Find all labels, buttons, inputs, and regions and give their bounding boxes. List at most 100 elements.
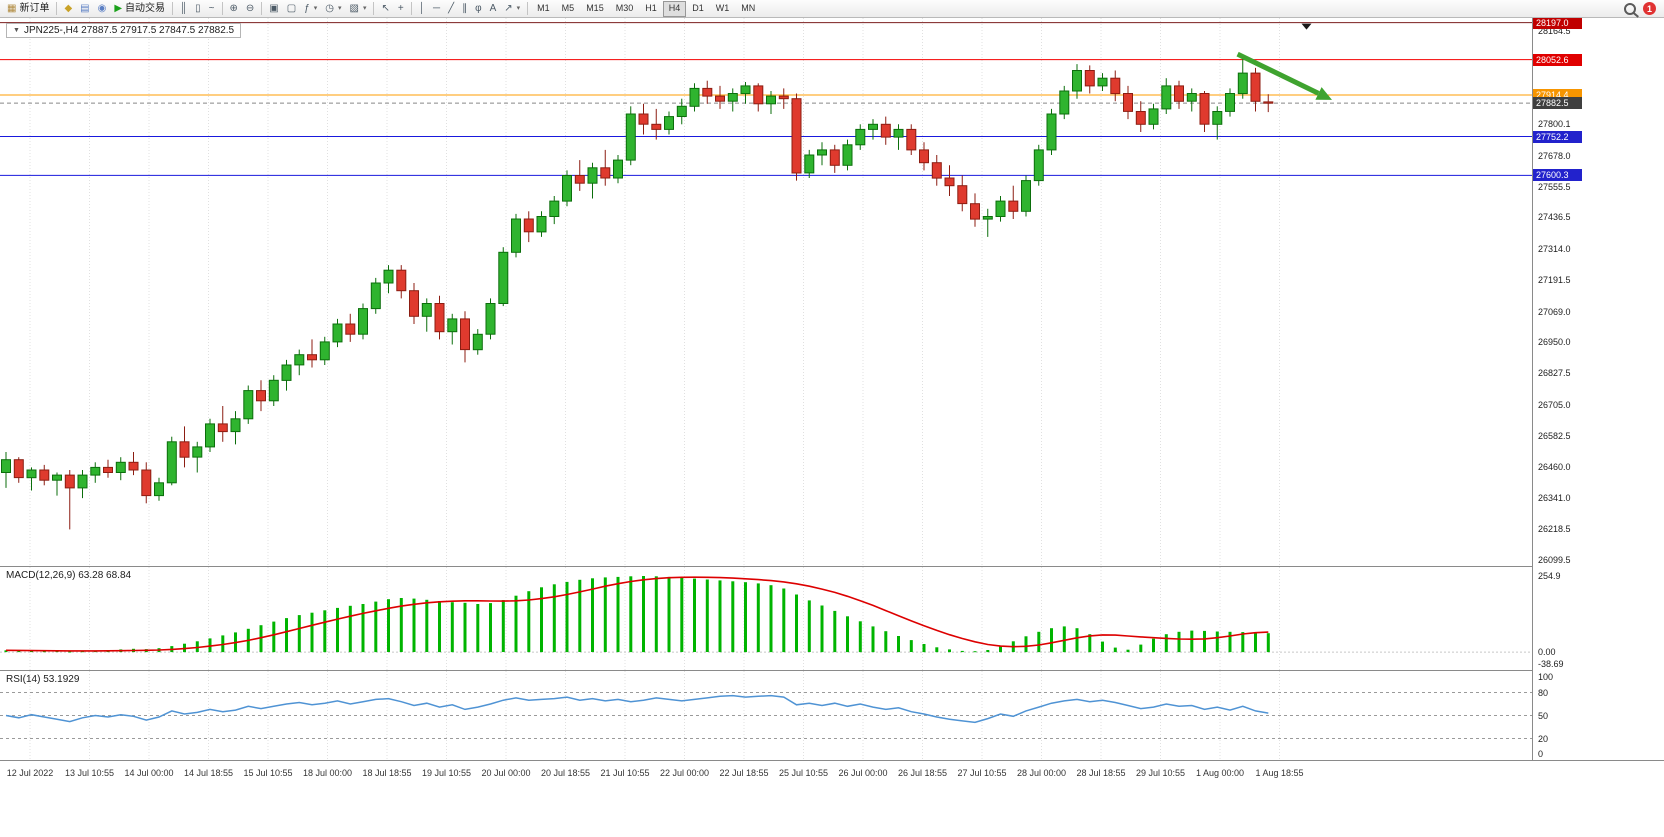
macd-histogram-bar: [1101, 641, 1104, 652]
navigator-button[interactable]: ◉: [94, 1, 111, 17]
templates-button[interactable]: ▧ ▾: [346, 1, 371, 17]
tf-m15-button[interactable]: M15: [580, 1, 610, 17]
market-watch-button[interactable]: ◆: [60, 1, 76, 17]
bar-chart-button[interactable]: ║: [176, 1, 191, 17]
tf-h1-button[interactable]: H1: [639, 1, 663, 17]
price-axis-label: 27436.5: [1538, 212, 1571, 223]
bullish-candle: [1033, 149, 1044, 182]
rsi-axis-label: 50: [1538, 710, 1549, 721]
tf-h1-label: H1: [645, 3, 657, 13]
tf-m15-label: M15: [586, 3, 604, 13]
crosshair-button[interactable]: +: [394, 1, 408, 17]
tile-windows-button[interactable]: ▣: [265, 1, 282, 17]
panel-divider[interactable]: [0, 670, 1664, 671]
price-axis-label: 26827.5: [1538, 368, 1571, 379]
macd-canvas[interactable]: [0, 567, 1532, 670]
bullish-candle: [1186, 93, 1197, 102]
tf-m30-button[interactable]: M30: [610, 1, 640, 17]
tf-m5-button[interactable]: M5: [556, 1, 581, 17]
macd-histogram-bar: [1024, 636, 1028, 653]
macd-histogram-bar: [667, 576, 671, 653]
notification-badge[interactable]: 1: [1643, 2, 1656, 15]
text-button[interactable]: A: [486, 1, 501, 17]
price-marker-triangle[interactable]: [1301, 23, 1312, 30]
panel-divider[interactable]: [0, 566, 1664, 567]
macd-signal-line: [5, 576, 1269, 652]
tf-mn-button[interactable]: MN: [735, 1, 761, 17]
channel-button[interactable]: ∥: [458, 1, 471, 17]
bearish-candle: [651, 123, 662, 130]
zoom-out-button[interactable]: ⊖: [242, 1, 258, 17]
macd-histogram-bar: [718, 580, 722, 653]
macd-histogram-bar: [565, 581, 569, 653]
price-axis-label: 26705.0: [1538, 399, 1571, 410]
arrows-button[interactable]: ↗ ▾: [500, 1, 524, 17]
macd-histogram-bar: [629, 576, 633, 653]
vertical-line-button[interactable]: │: [415, 1, 429, 17]
tf-m1-button[interactable]: M1: [531, 1, 556, 17]
periods-button[interactable]: ◷ ▾: [321, 1, 345, 17]
tf-h4-label: H4: [668, 3, 681, 13]
macd-histogram-bar: [1126, 649, 1130, 653]
bearish-candle: [715, 95, 725, 102]
data-window-button[interactable]: ▤: [76, 1, 93, 17]
macd-histogram-bar: [527, 591, 531, 653]
trendline-button[interactable]: ╱: [444, 1, 458, 17]
rsi-indicator-panel[interactable]: [0, 671, 1532, 760]
tf-w1-button[interactable]: W1: [710, 1, 736, 17]
time-axis[interactable]: 12 Jul 2022 13 Jul 10:55 14 Jul 00:00 14 Ju…: [0, 760, 1664, 837]
macd-histogram-bar: [501, 600, 505, 652]
arrows-icon: ↗: [504, 2, 513, 14]
rsi-axis-label: 100: [1538, 672, 1554, 683]
time-axis-label: 29 Jul 10:55: [1135, 768, 1186, 778]
macd-histogram-bar: [999, 646, 1002, 653]
bearish-candle: [13, 459, 24, 479]
horizontal-line-button[interactable]: ─: [429, 1, 444, 17]
toolbar-separator: [261, 2, 263, 15]
bullish-candle: [893, 128, 904, 138]
line-chart-button[interactable]: ~: [205, 1, 219, 17]
macd-histogram-bar: [17, 650, 21, 653]
bearish-candle: [523, 218, 534, 233]
search-icon[interactable]: [1624, 2, 1636, 15]
bearish-candle: [409, 290, 419, 317]
bearish-candle: [702, 87, 713, 97]
price-axis-label: 26099.5: [1538, 554, 1571, 565]
macd-histogram-bar: [1113, 647, 1117, 653]
auto-trading-button[interactable]: ▶ 自动交易: [110, 1, 169, 17]
time-axis-label: 26 Jul 00:00: [838, 768, 888, 778]
time-axis-label: 15 Jul 10:55: [243, 768, 293, 778]
rsi-canvas[interactable]: [0, 671, 1532, 760]
macd-histogram-bar: [297, 615, 301, 653]
cascade-windows-button[interactable]: ▢: [283, 1, 300, 17]
bullish-candle: [332, 323, 343, 343]
macd-histogram-bar: [259, 625, 263, 653]
zoom-in-button[interactable]: ⊕: [226, 1, 242, 17]
toolbar-separator: [373, 2, 375, 15]
macd-indicator-panel[interactable]: [0, 567, 1532, 670]
collapse-chart-icon[interactable]: ▼: [13, 27, 20, 34]
fibonacci-button[interactable]: φ: [471, 1, 485, 17]
text-icon: A: [489, 2, 497, 14]
price-chart-canvas[interactable]: [0, 18, 1532, 566]
macd-histogram-bar: [412, 598, 416, 652]
macd-histogram-bar: [654, 576, 658, 653]
new-order-button[interactable]: ▦ 新订单: [3, 1, 53, 17]
macd-histogram-bar: [616, 576, 620, 653]
tf-d1-button[interactable]: D1: [686, 1, 710, 17]
cursor-button[interactable]: ↖: [377, 1, 393, 17]
bullish-candle: [192, 446, 203, 458]
trend-arrow[interactable]: [1236, 51, 1320, 96]
bullish-candle: [689, 87, 700, 107]
time-axis-label: 12 Jul 2022: [6, 768, 54, 778]
tf-h4-button[interactable]: H4: [662, 0, 687, 17]
toolbar-separator: [221, 2, 223, 15]
price-axis[interactable]: 28164.5 27800.1 27678.0 27555.5 27436.5 27314…: [1532, 16, 1664, 760]
candlestick-chart-button[interactable]: ▯: [191, 1, 205, 17]
macd-histogram-bar: [425, 599, 429, 652]
main-chart-panel[interactable]: [0, 18, 1532, 566]
indicators-button[interactable]: ƒ ▾: [300, 1, 321, 17]
macd-histogram-bar: [552, 584, 556, 653]
candlestick-chart-icon: ▯: [195, 2, 201, 14]
bearish-candle: [128, 461, 139, 471]
